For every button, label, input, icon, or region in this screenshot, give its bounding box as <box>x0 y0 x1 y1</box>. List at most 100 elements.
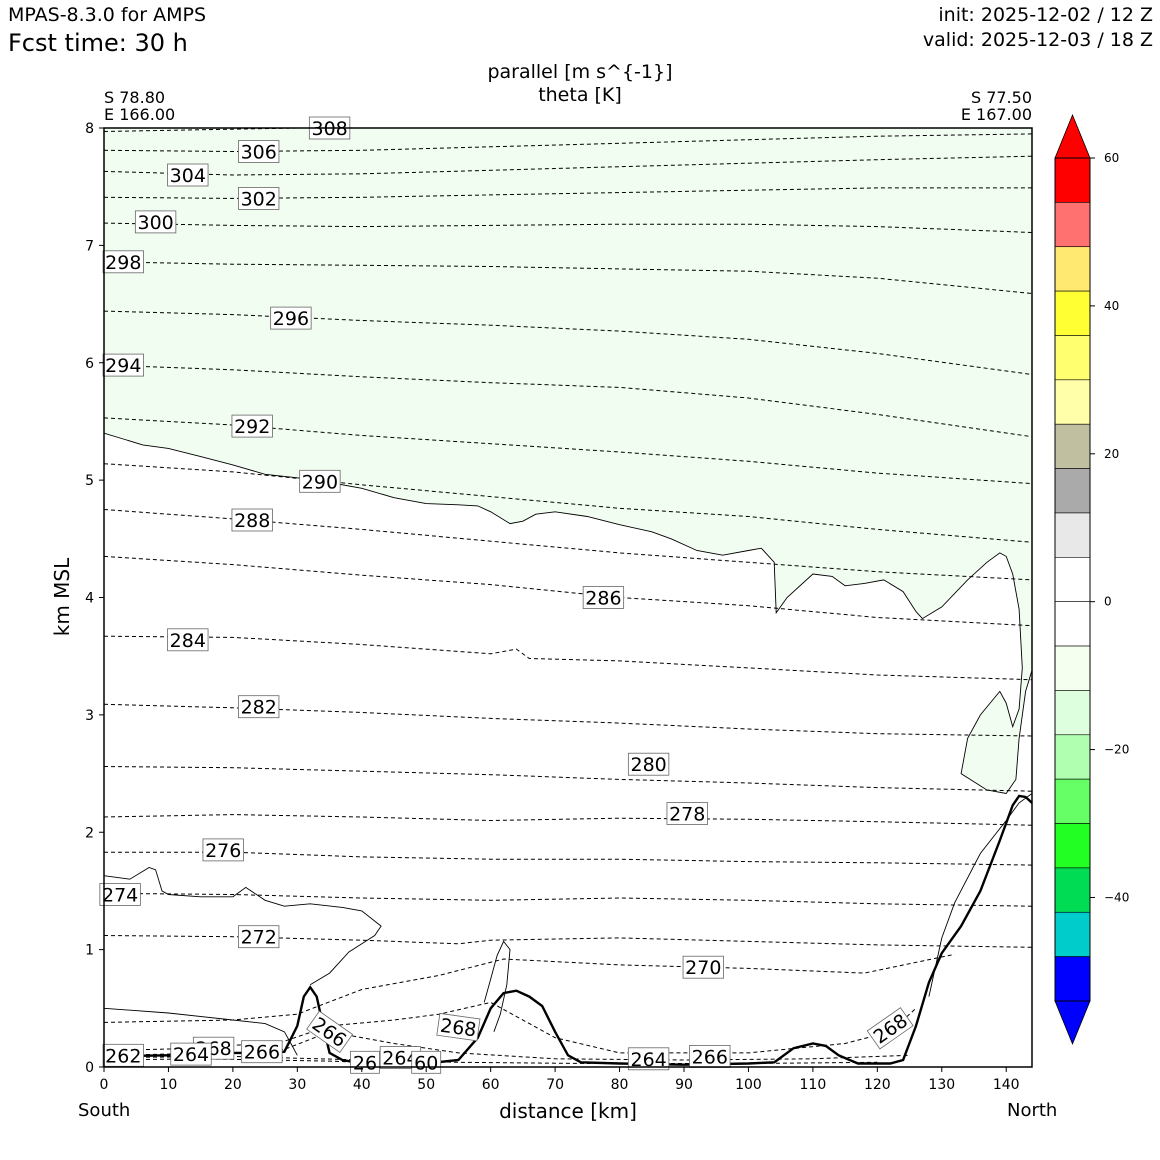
x-tick-label: 20 <box>224 1077 242 1093</box>
theta-label-300-text: 300 <box>137 212 173 234</box>
theta-label-262: 262 <box>102 1043 144 1067</box>
theta-label-292-text: 292 <box>234 416 270 438</box>
y-tick-label: 6 <box>85 356 94 372</box>
theta-label-270-box <box>682 955 724 979</box>
theta-label-288-box <box>231 508 273 532</box>
colorbar-over-arrow <box>1054 113 1091 159</box>
theta-contour-274 <box>104 892 1032 907</box>
theta-label-296-box <box>270 306 312 330</box>
colorbar-segment <box>1054 423 1091 469</box>
theta-label-extra-6: 26 <box>350 1050 380 1074</box>
x-axis-label: distance [km] <box>499 1099 637 1123</box>
theta-label-304-text: 304 <box>170 165 206 187</box>
y-tick-label: 1 <box>85 943 94 959</box>
theta-label-298-box <box>102 250 144 274</box>
theta-label-278-text: 278 <box>669 804 705 826</box>
y-tick-label: 3 <box>85 708 94 724</box>
theta-label-276-text: 276 <box>205 840 241 862</box>
theta-label-290-text: 290 <box>302 471 338 493</box>
theta-label-extra-5: 268 <box>866 1007 914 1050</box>
theta-label-270: 270 <box>682 955 724 979</box>
wind-shading <box>104 128 1032 794</box>
x-tick-label: 70 <box>546 1077 564 1093</box>
terrain-profile <box>104 794 1032 1066</box>
theta-contour-286 <box>104 555 1032 627</box>
theta-label-266-box <box>241 1040 283 1064</box>
theta-label-294: 294 <box>102 353 144 377</box>
theta-label-290: 290 <box>299 469 341 493</box>
theta-label-294-text: 294 <box>105 355 141 377</box>
theta-label-302: 302 <box>238 186 280 210</box>
init-time: init: 2025-12-02 / 12 Z <box>938 4 1153 26</box>
theta-label-272-text: 272 <box>241 927 277 949</box>
x-tick-label: 90 <box>675 1077 693 1093</box>
y-axis-label: km MSL <box>50 557 74 636</box>
theta-label-306: 306 <box>238 140 280 164</box>
right-endpoint-lat: S 77.50 <box>970 88 1032 107</box>
theta-label-278-box <box>666 802 708 825</box>
theta-label-278: 278 <box>666 802 708 826</box>
theta-label-274: 274 <box>99 883 141 907</box>
theta-contour-300 <box>104 222 1032 233</box>
theta-label-302-box <box>238 186 280 210</box>
colorbar-segment <box>1054 690 1091 736</box>
theta-label-274-box <box>99 883 141 906</box>
theta-label-308-text: 308 <box>311 118 347 140</box>
theta-contour-284 <box>104 635 1032 681</box>
theta-label-292: 292 <box>231 414 273 438</box>
colorbar-segment <box>1054 778 1091 824</box>
x-tick-label: 50 <box>417 1077 435 1093</box>
theta-label-294-box <box>102 353 144 377</box>
theta-label-264: 264 <box>170 1042 212 1066</box>
theta-label-extra-3: 266 <box>689 1045 731 1068</box>
valid-time: valid: 2025-12-03 / 18 Z <box>922 29 1153 51</box>
colorbar-segment <box>1054 335 1091 381</box>
theta-label-extra-7-box <box>411 1050 442 1074</box>
right-endpoint-coords: S 77.50 E 167.00 <box>961 89 1032 123</box>
theta-label-284-text: 284 <box>170 630 206 652</box>
theta-label-extra-1-box <box>436 1012 481 1042</box>
x-tick-label: 30 <box>288 1077 306 1093</box>
theta-label-extra-3-text: 266 <box>692 1046 728 1068</box>
theta-label-extra-6-text: 26 <box>353 1052 377 1074</box>
theta-label-276-box <box>202 838 244 862</box>
contour-labels: 308 306 304 302 300 298 296 294 292 290 288 286 284 2… <box>99 116 914 1074</box>
colorbar-segment <box>1054 911 1091 957</box>
theta-label-extra-6-box <box>350 1050 380 1074</box>
theta-label-270-text: 270 <box>685 957 721 979</box>
wind-contour-d <box>483 940 511 1032</box>
x-tick-label: 120 <box>864 1077 891 1093</box>
colorbar-segment <box>1054 956 1091 1002</box>
theta-label-298-text: 298 <box>105 252 141 274</box>
y-tick-label: 7 <box>85 238 94 254</box>
colorbar-frame <box>1054 157 1091 1002</box>
model-name: MPAS-8.3.0 for AMPS <box>8 4 207 26</box>
colorbar-segment <box>1054 645 1091 691</box>
theta-label-302-text: 302 <box>241 188 277 210</box>
theta-label-300: 300 <box>134 210 177 234</box>
right-endpoint-lon: E 167.00 <box>960 105 1032 124</box>
theta-label-extra-4-text: 264 <box>630 1049 666 1071</box>
theta-contour-308 <box>104 128 325 132</box>
theta-contour-290 <box>104 463 1032 543</box>
x-tick-label: 100 <box>735 1077 762 1093</box>
theta-label-274-text: 274 <box>102 885 138 907</box>
theta-label-290-box <box>299 469 341 493</box>
theta-label-300-box <box>134 210 177 234</box>
theta-label-280-text: 280 <box>630 754 666 776</box>
x-tick-label: 110 <box>800 1077 827 1093</box>
theta-label-264-text: 264 <box>173 1044 209 1066</box>
x-tick-label: 80 <box>611 1077 629 1093</box>
wind-contour-lower <box>104 867 382 986</box>
theta-label-280-box <box>627 752 670 776</box>
wind-contour-e <box>928 793 1032 997</box>
colorbar-segment <box>1054 379 1091 425</box>
colorbar-tick-label: 0 <box>1104 595 1112 609</box>
theta-contour-278 <box>104 814 1032 826</box>
colorbar-segment <box>1054 157 1091 203</box>
y-tick-label: 4 <box>85 591 94 607</box>
colorbar-segment <box>1054 867 1091 913</box>
left-endpoint-coords: S 78.80 E 166.00 <box>104 89 175 123</box>
theta-label-304-box <box>167 163 209 187</box>
